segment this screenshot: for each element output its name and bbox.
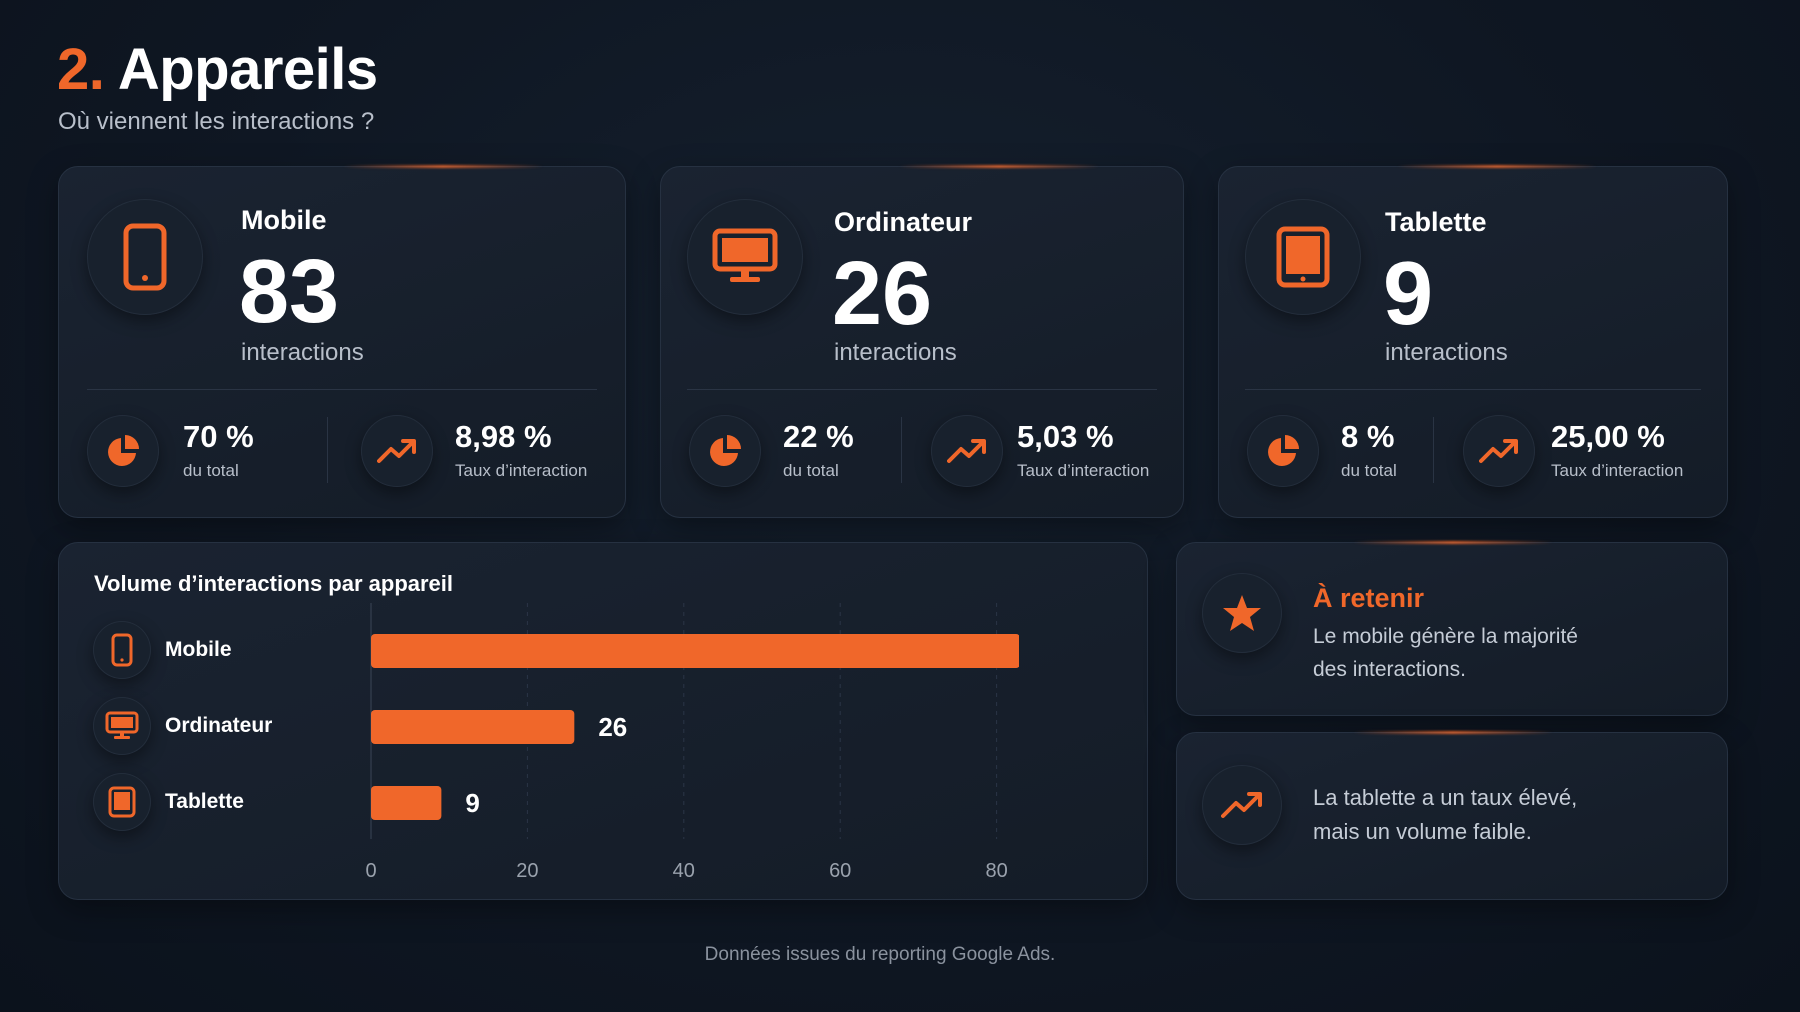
desktop-monitor-icon bbox=[687, 199, 803, 315]
x-tick-label: 60 bbox=[829, 860, 851, 882]
star-icon bbox=[1202, 573, 1282, 653]
share-label: du total bbox=[1341, 461, 1397, 480]
share-label: du total bbox=[783, 461, 839, 480]
device-unit: interactions bbox=[834, 339, 957, 366]
device-count: 26 bbox=[832, 244, 933, 344]
device-name: Mobile bbox=[241, 205, 327, 235]
card-divider bbox=[687, 389, 1157, 390]
rate-value: 25,00 % bbox=[1551, 419, 1665, 454]
rate-label: Taux d’interaction bbox=[1017, 461, 1150, 480]
insight-text: Le mobile génère la majorité des interac… bbox=[1313, 621, 1578, 686]
insight-title: À retenir bbox=[1313, 583, 1425, 613]
bar-chart: 02040608010083269 bbox=[365, 603, 1019, 882]
card-glow bbox=[899, 165, 1099, 168]
pie-chart-icon bbox=[689, 415, 761, 487]
insight-card-note: La tablette a un taux élevé, mais un vol… bbox=[1176, 731, 1728, 900]
pie-chart-icon bbox=[87, 415, 159, 487]
smartphone-icon bbox=[93, 621, 151, 679]
bar-mobile bbox=[371, 634, 1019, 668]
insight-line: Le mobile génère la majorité bbox=[1313, 625, 1578, 648]
share-value: 22 % bbox=[783, 419, 854, 454]
card-divider bbox=[87, 389, 597, 390]
stat-divider bbox=[901, 417, 902, 483]
chart-card: Volume d’interactions par appareil Mobil… bbox=[58, 542, 1148, 900]
rate-value: 8,98 % bbox=[455, 419, 552, 454]
rate-value: 5,03 % bbox=[1017, 419, 1114, 454]
pie-chart-icon bbox=[1247, 415, 1319, 487]
rate-label: Taux d’interaction bbox=[1551, 461, 1684, 480]
insight-line: mais un volume faible. bbox=[1313, 819, 1532, 845]
bar-tablette bbox=[371, 786, 442, 820]
bar-ordinateur bbox=[371, 710, 575, 744]
device-unit: interactions bbox=[1385, 339, 1508, 366]
footer-note: Données issues du reporting Google Ads. bbox=[704, 944, 1056, 965]
desktop-monitor-icon bbox=[93, 697, 151, 755]
insight-line: des interactions. bbox=[1313, 657, 1466, 681]
x-tick-label: 0 bbox=[365, 860, 376, 882]
page-subtitle: Où viennent les interactions ? bbox=[58, 108, 375, 135]
card-glow bbox=[1353, 731, 1553, 734]
card-glow bbox=[1353, 541, 1553, 544]
insight-card-key: À retenir Le mobile génère la majorité d… bbox=[1176, 541, 1728, 716]
category-label-tablette: Tablette bbox=[165, 790, 244, 813]
x-tick-label: 20 bbox=[516, 860, 538, 882]
card-glow bbox=[343, 165, 543, 168]
insight-text: La tablette a un taux élevé, mais un vol… bbox=[1313, 781, 1577, 849]
device-count: 83 bbox=[239, 242, 340, 342]
smartphone-icon bbox=[87, 199, 203, 315]
x-tick-label: 40 bbox=[673, 860, 695, 882]
device-name: Tablette bbox=[1385, 207, 1487, 237]
section-title: Appareils bbox=[117, 37, 378, 102]
tablet-icon bbox=[93, 773, 151, 831]
category-label-ordinateur: Ordinateur bbox=[165, 714, 273, 737]
x-tick-label: 80 bbox=[985, 860, 1007, 882]
insight-line: La tablette a un taux élevé, bbox=[1313, 785, 1578, 810]
section-number: 2. bbox=[57, 37, 105, 102]
device-count: 9 bbox=[1383, 244, 1434, 344]
trending-up-icon bbox=[931, 415, 1003, 487]
device-name: Ordinateur bbox=[834, 207, 973, 237]
card-glow bbox=[1397, 165, 1597, 168]
share-value: 70 % bbox=[183, 419, 254, 454]
share-label: du total bbox=[183, 461, 239, 480]
trending-up-icon bbox=[1463, 415, 1535, 487]
trending-up-icon bbox=[361, 415, 433, 487]
page-title: 2. Appareils bbox=[57, 36, 378, 103]
trending-up-icon bbox=[1202, 765, 1282, 845]
category-label-mobile: Mobile bbox=[165, 638, 232, 661]
device-card-ordinateur: Ordinateur 26 interactions 22 % du total… bbox=[660, 165, 1184, 518]
card-divider bbox=[1245, 389, 1701, 390]
device-card-mobile: Mobile 83 interactions 70 % du total 8,9… bbox=[58, 165, 626, 518]
stat-divider bbox=[1433, 417, 1434, 483]
stat-divider bbox=[327, 417, 328, 483]
device-card-tablette: Tablette 9 interactions 8 % du total 25,… bbox=[1218, 165, 1728, 518]
rate-label: Taux d’interaction bbox=[455, 461, 588, 480]
chart-title: Volume d’interactions par appareil bbox=[94, 571, 454, 596]
data-label: 26 bbox=[598, 712, 627, 742]
data-label: 9 bbox=[465, 788, 479, 818]
device-unit: interactions bbox=[241, 339, 364, 366]
tablet-icon bbox=[1245, 199, 1361, 315]
share-value: 8 % bbox=[1341, 419, 1395, 454]
